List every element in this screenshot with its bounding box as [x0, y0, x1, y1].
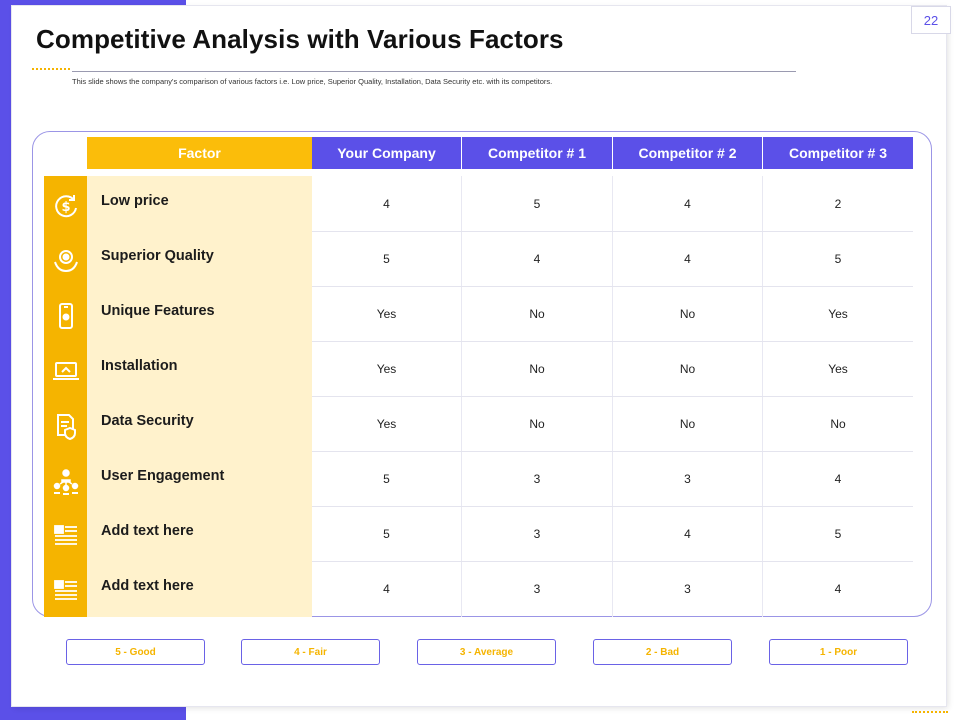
legend-poor: 1 - Poor [769, 639, 908, 665]
user-network-icon [44, 453, 87, 508]
factor-label: Unique Features [101, 302, 215, 319]
factor-label: Low price [101, 192, 169, 209]
svg-text:$: $ [61, 200, 70, 215]
table-cell: 5 [533, 196, 541, 211]
row-divider [312, 561, 913, 562]
header-your-company: Your Company [312, 137, 461, 169]
table-cell: 4 [684, 251, 691, 266]
table-cell: Yes [376, 306, 397, 321]
factor-column [87, 176, 312, 617]
factor-label: Superior Quality [101, 247, 214, 264]
table-cell: Yes [828, 361, 848, 376]
table-cell: 4 [383, 581, 390, 596]
dotted-accent [912, 711, 948, 713]
row-divider [312, 286, 913, 287]
slide-subtitle: This slide shows the company's compariso… [72, 77, 553, 86]
table-cell: 3 [684, 471, 691, 486]
header-competitor-2: Competitor # 2 [613, 137, 762, 169]
table-cell: 5 [383, 526, 390, 541]
table-frame [32, 131, 932, 617]
table-cell: 4 [533, 251, 541, 266]
table-cell: 4 [684, 526, 691, 541]
document-shield-icon [44, 398, 87, 453]
row-divider [312, 341, 913, 342]
table-cell: 4 [834, 471, 842, 486]
table-cell: 3 [533, 526, 541, 541]
table-cell: 5 [383, 251, 390, 266]
title-divider [72, 71, 796, 72]
table-cell: No [529, 416, 545, 431]
legend-bad: 2 - Bad [593, 639, 732, 665]
table-cell: No [529, 306, 545, 321]
factor-label: Installation [101, 357, 178, 374]
text-lines-icon [44, 508, 87, 563]
table-cell: Yes [828, 306, 848, 321]
dotted-accent [32, 68, 70, 70]
table-cell: 5 [834, 251, 842, 266]
table-cell: 5 [383, 471, 390, 486]
header-competitor-3: Competitor # 3 [763, 137, 913, 169]
table-cell: No [679, 416, 696, 431]
legend-good: 5 - Good [66, 639, 205, 665]
quality-badge-hand-icon [44, 233, 87, 288]
table-cell: 2 [834, 196, 842, 211]
factor-label: Data Security [101, 412, 194, 429]
row-divider [312, 506, 913, 507]
laptop-install-icon [44, 343, 87, 398]
header-competitor-1: Competitor # 1 [462, 137, 612, 169]
page-title: Competitive Analysis with Various Factor… [36, 24, 564, 54]
table-cell: 4 [684, 196, 691, 211]
table-cell: No [679, 361, 696, 376]
table-cell: No [679, 306, 696, 321]
factor-label: User Engagement [101, 467, 225, 484]
table-cell: 3 [533, 581, 541, 596]
factor-label: Add text here [101, 522, 194, 539]
slide-number: 22 [911, 6, 951, 34]
dollar-refresh-icon: $ [44, 178, 87, 233]
table-cell: No [830, 416, 846, 431]
table-cell: 4 [834, 581, 842, 596]
row-divider [312, 231, 913, 232]
text-lines-icon [44, 563, 87, 618]
factor-label: Add text here [101, 577, 194, 594]
smartphone-icon [44, 288, 87, 343]
table-cell: 3 [684, 581, 691, 596]
table-cell: Yes [376, 361, 397, 376]
table-cell: 4 [383, 196, 390, 211]
table-cell: 3 [533, 471, 541, 486]
row-divider [312, 396, 913, 397]
header-factor: Factor [87, 137, 312, 169]
legend-average: 3 - Average [417, 639, 556, 665]
legend-fair: 4 - Fair [241, 639, 380, 665]
table-cell: Yes [376, 416, 397, 431]
table-cell: No [529, 361, 545, 376]
row-divider [312, 451, 913, 452]
table-cell: 5 [834, 526, 842, 541]
